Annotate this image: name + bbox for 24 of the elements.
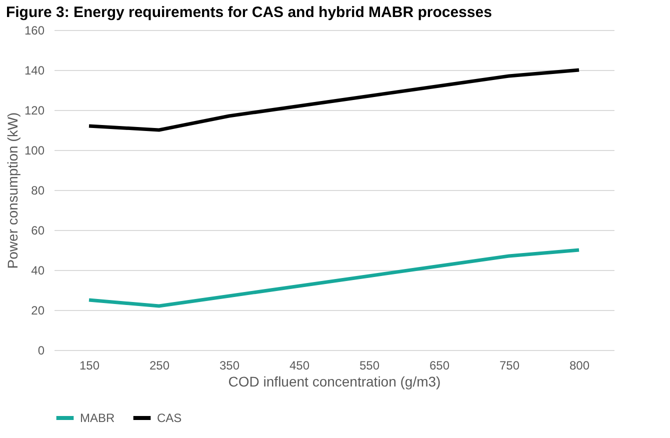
x-tick-label: 350 [219,358,240,372]
y-tick-label: 60 [31,224,45,238]
x-tick-label: 150 [79,358,100,372]
legend-label: CAS [157,411,182,425]
line-series [87,68,581,132]
y-tick-label: 160 [24,24,45,38]
y-tick-label: 100 [24,144,45,158]
line-series [87,248,581,308]
y-tick-label: 140 [24,64,45,78]
x-tick-label: 250 [149,358,170,372]
x-tick-label: 450 [289,358,310,372]
y-tick-label: 120 [24,104,45,118]
y-axis-title: Power consumption (kW) [4,112,20,269]
x-tick-label: 650 [429,358,450,372]
x-tick-label: 800 [569,358,590,372]
legend-label: MABR [80,411,116,425]
y-tick-label: 40 [31,264,45,278]
x-tick-label: 750 [499,358,520,372]
y-tick-label: 80 [31,184,45,198]
chart-title: Figure 3: Energy requirements for CAS and hybrid MABR processes [6,4,492,21]
y-tick-label: 20 [31,304,45,318]
x-tick-label: 550 [359,358,380,372]
x-axis-title: COD influent concentration (g/m3) [228,374,441,390]
y-tick-label: 0 [38,344,45,358]
